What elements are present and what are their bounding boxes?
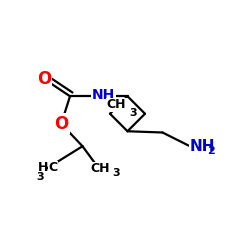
Text: NH: NH bbox=[92, 88, 116, 102]
Text: 3: 3 bbox=[36, 172, 44, 182]
Text: 3: 3 bbox=[112, 168, 120, 178]
Text: C: C bbox=[48, 161, 58, 174]
Text: 3: 3 bbox=[129, 108, 137, 118]
Text: O: O bbox=[54, 115, 68, 133]
Text: H: H bbox=[38, 161, 48, 174]
Text: CH: CH bbox=[90, 162, 110, 175]
Text: CH: CH bbox=[107, 98, 126, 111]
Text: NH: NH bbox=[190, 139, 216, 154]
Text: 2: 2 bbox=[207, 146, 215, 156]
Text: O: O bbox=[36, 70, 51, 88]
